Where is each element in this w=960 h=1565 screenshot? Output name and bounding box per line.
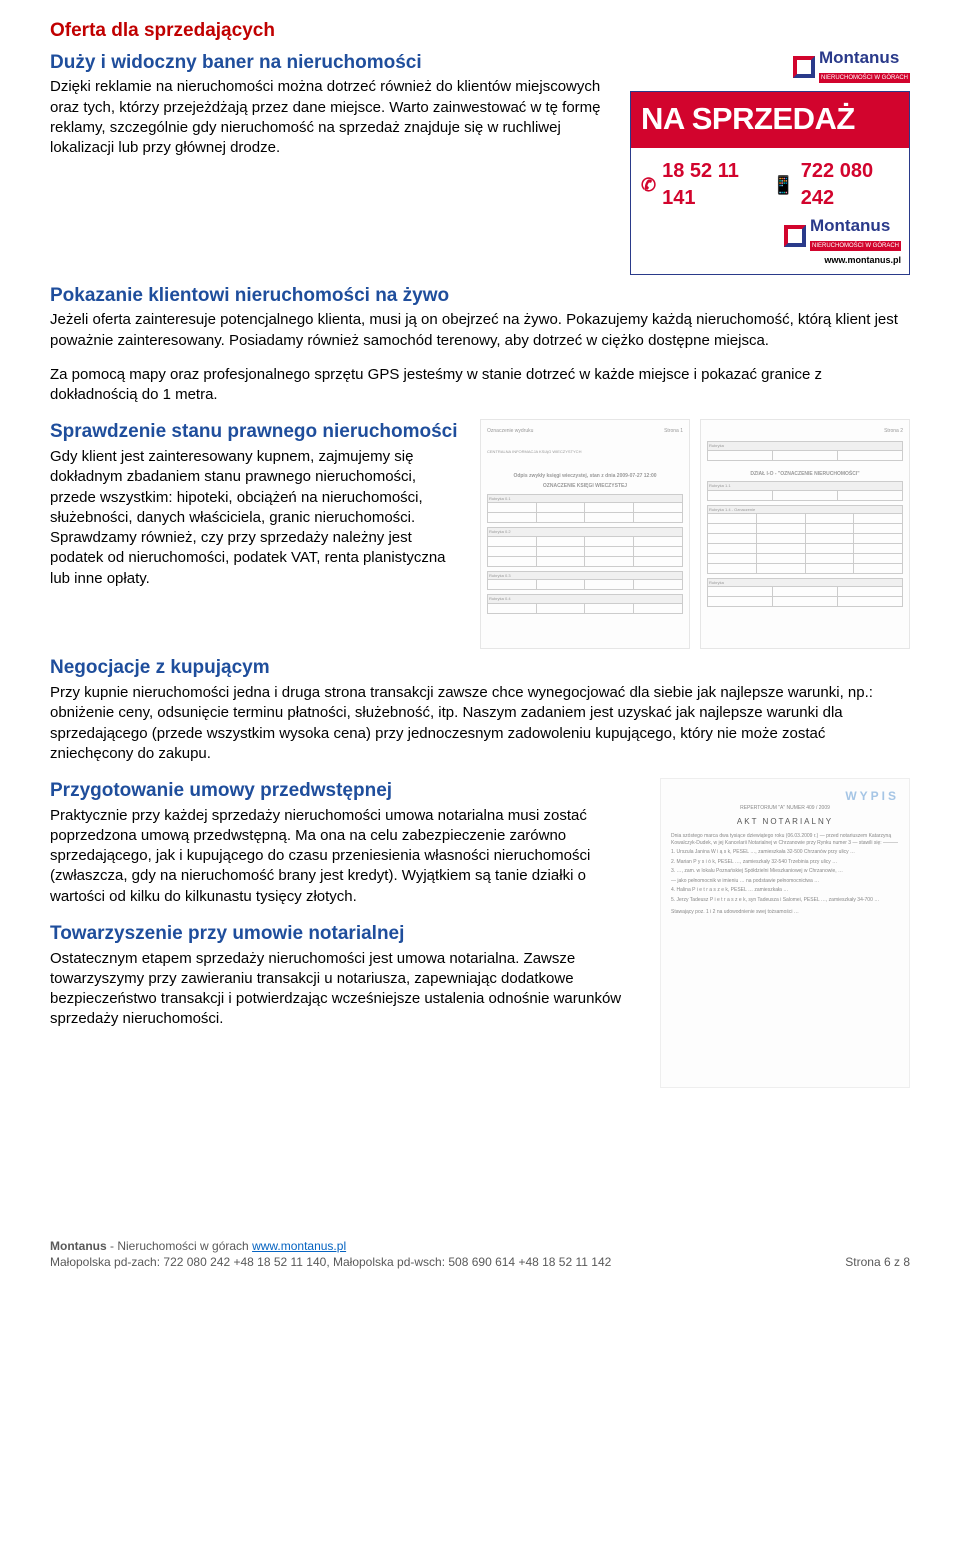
section2-body1: Jeżeli oferta zainteresuje potencjalnego… — [50, 310, 910, 351]
section1-heading: Duży i widoczny baner na nieruchomości — [50, 50, 608, 76]
doc-left-subhdr: OZNACZENIE KSIĘGI WIECZYSTEJ — [487, 483, 683, 490]
brand-url: www.montanus.pl — [824, 254, 901, 266]
ad-phones: ✆ 18 52 11 141 📱 722 080 242 — [631, 148, 909, 216]
doc-page-right: Strona 2 Rubryka DZIAŁ I-O - "OZNACZENIE… — [700, 419, 910, 649]
ad-phone2: 722 080 242 — [801, 158, 901, 212]
section4-body: Przy kupnie nieruchomości jedna i druga … — [50, 683, 910, 764]
doc-left-header: Odpis zwykły księgi wieczystej, stan z d… — [487, 473, 683, 480]
section-banner-row: Duży i widoczny baner na nieruchomości D… — [50, 50, 910, 275]
section5-heading: Przygotowanie umowy przedwstępnej — [50, 778, 642, 804]
footer-brand-tag: - Nieruchomości w górach — [107, 1239, 252, 1253]
section3-heading: Sprawdzenie stanu prawnego nieruchomości — [50, 419, 462, 445]
section5-body: Praktycznie przy każdej sprzedaży nieruc… — [50, 806, 642, 907]
section6-heading: Towarzyszenie przy umowie notarialnej — [50, 921, 642, 947]
ad-box: NA SPRZEDAŻ ✆ 18 52 11 141 📱 722 080 242… — [630, 91, 910, 275]
footer-contact: Małopolska pd-zach: 722 080 242 +48 18 5… — [50, 1255, 611, 1269]
doc-right-box1: DZIAŁ I-O - "OZNACZENIE NIERUCHOMOŚCI" — [707, 471, 903, 478]
notarial-doc-illustration: WYPIS REPERTORIUM "A" NUMER 409 / 2009 A… — [660, 778, 910, 1088]
brand-logo-top: Montanus NIERUCHOMOŚCI W GÓRACH — [793, 50, 910, 86]
notarial-watermark: WYPIS — [671, 789, 899, 805]
brand-sub-bottom: NIERUCHOMOŚCI W GÓRACH — [810, 241, 901, 251]
section2-heading: Pokazanie klientowi nieruchomości na żyw… — [50, 283, 910, 309]
mobile-icon: 📱 — [772, 173, 794, 197]
doc-page-left: Oznaczenie wydrukuStrona 1 CENTRALNA INF… — [480, 419, 690, 649]
footer-brand: Montanus — [50, 1239, 107, 1253]
legal-docs-illustration: Oznaczenie wydrukuStrona 1 CENTRALNA INF… — [480, 419, 910, 649]
section6-body: Ostatecznym etapem sprzedaży nieruchomoś… — [50, 949, 642, 1030]
footer-url-link[interactable]: www.montanus.pl — [252, 1239, 346, 1253]
section1-body: Dzięki reklamie na nieruchomości można d… — [50, 77, 608, 158]
brand-name-bottom: Montanus — [810, 218, 901, 233]
brand-logo-bottom: Montanus NIERUCHOMOŚCI W GÓRACH — [784, 218, 901, 254]
section3-body: Gdy klient jest zainteresowany kupnem, z… — [50, 447, 462, 589]
brand-sub: NIERUCHOMOŚCI W GÓRACH — [819, 73, 910, 83]
ad-headline: NA SPRZEDAŻ — [631, 92, 909, 148]
section2-body2: Za pomocą mapy oraz profesjonalnego sprz… — [50, 365, 910, 406]
brand-name: Montanus — [819, 50, 910, 65]
notarial-title: AKT NOTARIALNY — [671, 817, 899, 827]
logo-square-icon — [793, 56, 815, 78]
section4-heading: Negocjacje z kupującym — [50, 655, 910, 681]
page-footer: Montanus - Nieruchomości w górach www.mo… — [50, 1238, 910, 1270]
phone-icon: ✆ — [641, 173, 656, 197]
section-notarial-row: Przygotowanie umowy przedwstępnej Prakty… — [50, 778, 910, 1088]
page-title: Oferta dla sprzedających — [50, 18, 910, 44]
ad-phone1: 18 52 11 141 — [662, 158, 766, 212]
logo-square-icon — [784, 225, 806, 247]
footer-page-number: Strona 6 z 8 — [845, 1254, 910, 1270]
section-legal-row: Sprawdzenie stanu prawnego nieruchomości… — [50, 419, 910, 649]
